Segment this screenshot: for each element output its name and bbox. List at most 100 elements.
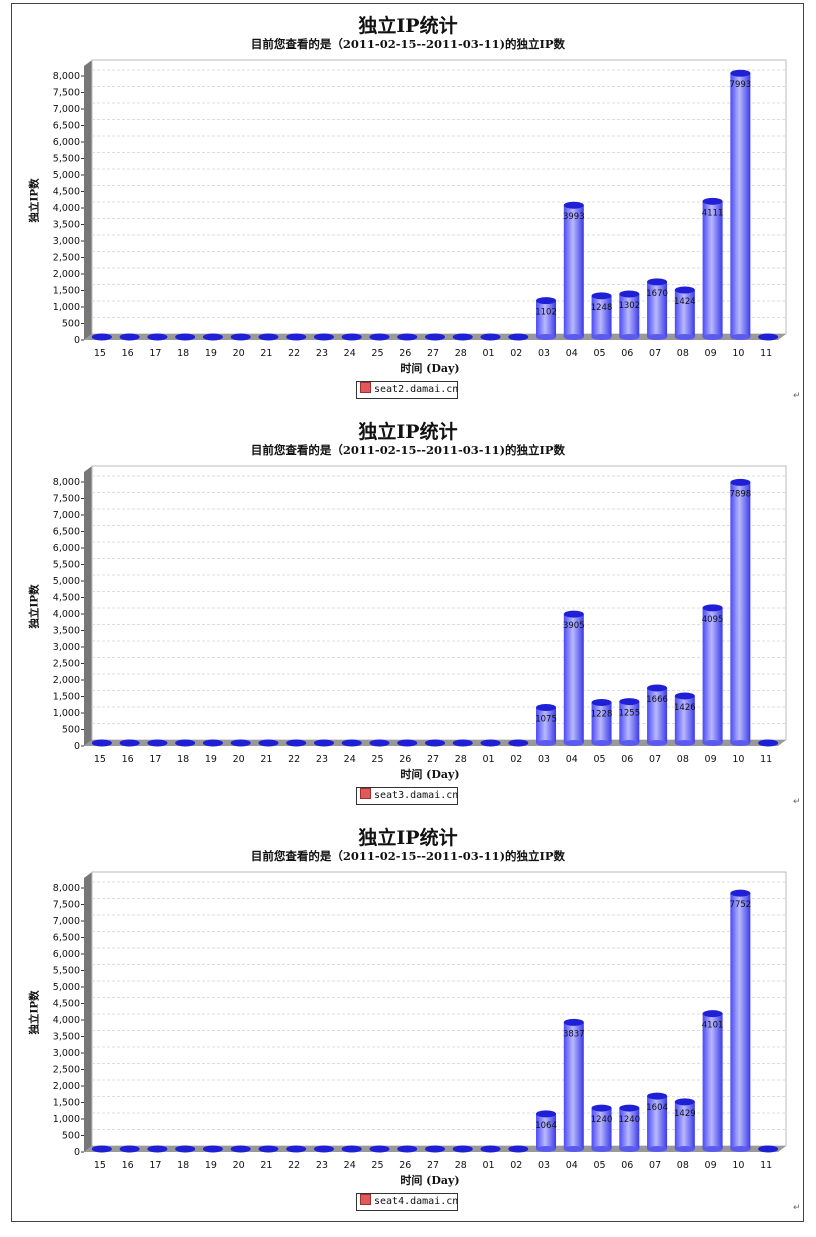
y-tick-label: 0 — [74, 1147, 80, 1158]
y-tick-label: 3,500 — [53, 626, 80, 637]
x-tick-label: 27 — [427, 754, 439, 765]
bar-base — [647, 334, 668, 340]
bar-value-label: 1666 — [646, 695, 668, 705]
bar — [258, 739, 279, 747]
bar-top — [175, 333, 196, 341]
bar-top — [369, 333, 390, 341]
bar-value-label: 1248 — [591, 303, 613, 313]
bar — [397, 1145, 418, 1153]
bar-body — [536, 1113, 557, 1149]
bar-value-label: 4111 — [702, 208, 724, 218]
chart-subtitle: 目前您查看的是（2011-02-15--2011-03-11)的独立IP数 — [250, 443, 566, 457]
x-tick-label: 24 — [344, 754, 356, 765]
y-tick-label: 7,500 — [53, 88, 80, 99]
bar-body — [619, 701, 640, 743]
x-tick-label: 18 — [177, 348, 189, 359]
bar — [91, 1145, 112, 1153]
bar-base — [730, 740, 751, 746]
bar-base — [619, 740, 640, 746]
paragraph-mark: ↵ — [793, 391, 801, 401]
x-tick-label: 04 — [566, 754, 578, 765]
bar — [147, 739, 168, 747]
y-tick-label: 500 — [62, 319, 80, 330]
plot-area — [91, 465, 787, 741]
legend-label: seat4.damai.cn — [374, 1196, 459, 1207]
bar — [425, 1145, 445, 1153]
x-tick-label: 02 — [510, 1160, 522, 1171]
y-tick-label: 2,000 — [53, 675, 80, 686]
bar-top — [702, 604, 723, 612]
x-tick-label: 03 — [538, 348, 550, 359]
y-tick-label: 6,500 — [53, 527, 80, 538]
bar-body — [674, 695, 695, 743]
y-tick-label: 5,500 — [53, 154, 80, 165]
bar-value-label: 1670 — [646, 289, 668, 299]
bar-top — [674, 286, 695, 294]
bar-top — [91, 739, 112, 747]
x-tick-label: 08 — [677, 754, 689, 765]
bar-body — [563, 1022, 584, 1149]
x-tick-label: 03 — [538, 1160, 550, 1171]
plot-area — [91, 59, 787, 335]
y-tick-label: 5,000 — [53, 576, 80, 587]
bar-top — [619, 1104, 640, 1112]
y-tick-label: 500 — [62, 1131, 80, 1142]
x-tick-label: 23 — [316, 754, 328, 765]
bar-base — [563, 334, 584, 340]
x-tick-label: 06 — [621, 1160, 633, 1171]
y-tick-label: 4,000 — [53, 203, 80, 214]
legend-label: seat2.damai.cn — [374, 384, 459, 395]
x-tick-label: 19 — [205, 348, 217, 359]
bar — [536, 297, 557, 340]
bar — [175, 333, 196, 341]
x-tick-label: 27 — [427, 348, 439, 359]
bar-value-label: 1255 — [618, 709, 640, 719]
chart-title: 独立IP统计 — [358, 15, 458, 37]
y-tick-label: 3,000 — [53, 642, 80, 653]
chart-subtitle: 目前您查看的是（2011-02-15--2011-03-11)的独立IP数 — [250, 849, 566, 863]
bar-top — [647, 1092, 668, 1100]
x-tick-label: 24 — [344, 348, 356, 359]
bar — [286, 739, 307, 747]
chart-panel: 独立IP统计 目前您查看的是（2011-02-15--2011-03-11)的独立… — [0, 815, 816, 1221]
bar-top — [702, 197, 723, 205]
bar-top — [508, 333, 529, 341]
bar — [286, 1145, 307, 1153]
bar-value-label: 4095 — [702, 615, 724, 625]
y-tick-label: 2,500 — [53, 253, 80, 264]
bar — [369, 1145, 390, 1153]
bar — [674, 1098, 695, 1152]
bar-top — [425, 333, 445, 341]
bar — [702, 197, 723, 340]
legend-swatch — [360, 1194, 371, 1205]
y-tick-label: 0 — [74, 741, 80, 752]
bar-top — [480, 333, 501, 341]
y-tick-label: 5,500 — [53, 560, 80, 571]
bar — [202, 1145, 223, 1153]
bar-top — [758, 1145, 779, 1153]
bar — [202, 739, 223, 747]
bar — [508, 739, 529, 747]
x-tick-label: 23 — [316, 1160, 328, 1171]
chart-left-wall — [84, 872, 92, 1152]
bar — [202, 333, 223, 341]
x-tick-label: 02 — [510, 754, 522, 765]
bar-top — [286, 333, 307, 341]
x-tick-label: 05 — [594, 348, 606, 359]
y-tick-label: 500 — [62, 725, 80, 736]
bar — [119, 333, 140, 341]
bar-value-label: 1102 — [535, 308, 557, 318]
legend: seat3.damai.cn — [356, 787, 458, 805]
bar-body — [702, 201, 723, 337]
y-tick-label: 1,500 — [53, 692, 80, 703]
x-tick-label: 05 — [594, 1160, 606, 1171]
bar — [286, 333, 307, 341]
x-tick-label: 15 — [94, 754, 106, 765]
bar-top — [508, 739, 529, 747]
bar-top — [508, 1145, 529, 1153]
bar-top — [286, 739, 307, 747]
bar-top — [286, 1145, 307, 1153]
x-tick-label: 15 — [94, 348, 106, 359]
x-tick-label: 03 — [538, 754, 550, 765]
y-tick-label: 3,500 — [53, 220, 80, 231]
